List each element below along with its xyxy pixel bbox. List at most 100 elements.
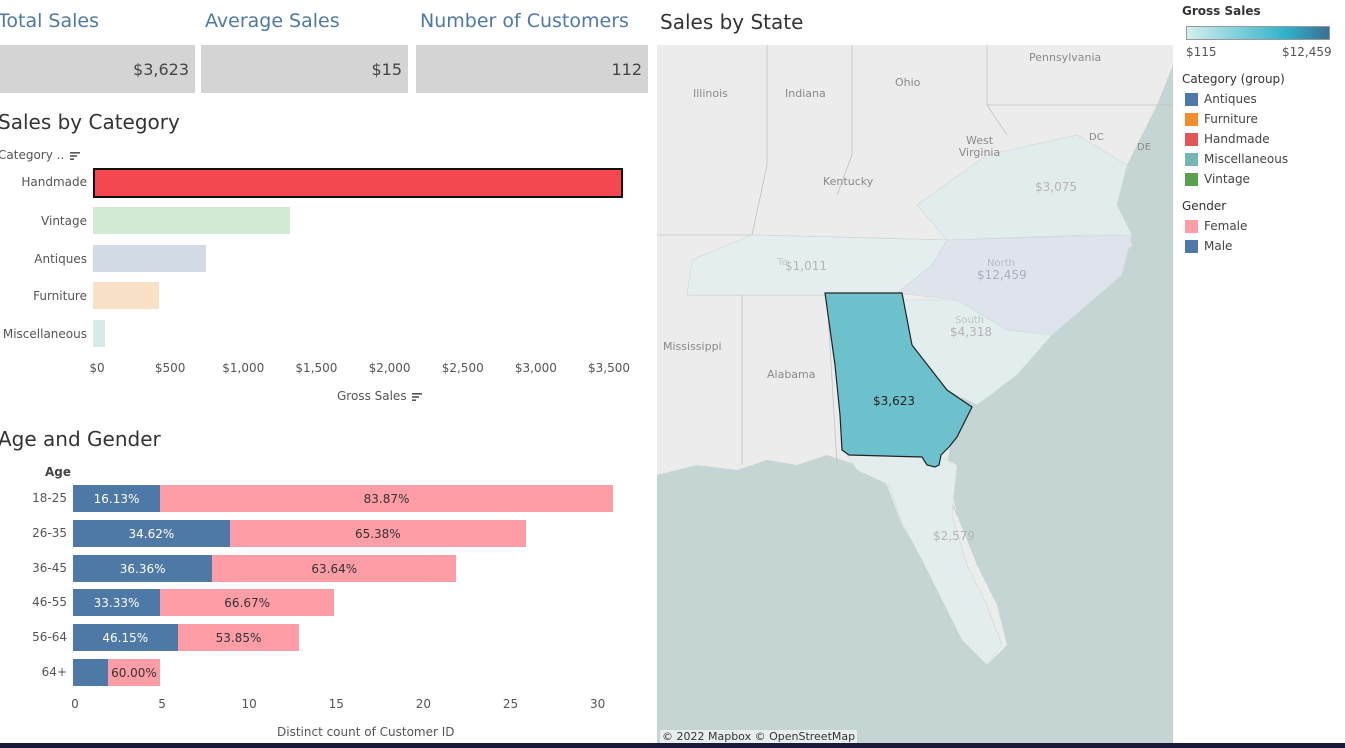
age-x-tick: 0 [71,697,79,711]
category-label: Vintage [41,214,87,228]
legend-category-label: Miscellaneous [1204,152,1289,166]
legend-category-label: Antiques [1204,92,1257,106]
category-bar[interactable] [93,282,159,309]
category-axis-header[interactable]: Category .. [0,148,81,162]
state-florida [846,454,1003,666]
age-x-axis-label: Distinct count of Customer ID [277,725,455,739]
kpi-total-sales[interactable]: $3,623 [0,45,195,93]
map-label-north: North [987,258,1015,269]
map-value-virginia[interactable]: $3,075 [1035,180,1077,194]
category-x-tick: $500 [154,361,186,375]
age-bar-male[interactable]: 46.15% [73,624,178,651]
map-view[interactable]: Pennsylvania Ohio Illinois Indiana West … [657,45,1173,743]
category-bar[interactable] [93,245,206,272]
legend-category-item[interactable]: Vintage [1185,172,1250,186]
map-label-illinois: Illinois [693,87,728,100]
category-x-axis-label[interactable]: Gross Sales [337,389,423,403]
map-label-alabama: Alabama [767,368,816,381]
legend-gender-title: Gender [1182,199,1227,213]
kpi-number-of-customers[interactable]: 112 [416,45,648,93]
age-label: 56-64 [32,630,67,644]
age-x-tick: 30 [589,697,606,711]
legend-category-label: Vintage [1204,172,1250,186]
kpi-title-total-sales: Total Sales [0,10,99,32]
category-axis-header-label: Category .. [0,148,65,162]
map-value-north-carolina[interactable]: $12,459 [977,268,1027,282]
map-label-south: South [955,315,985,326]
age-x-tick: 20 [415,697,432,711]
category-x-tick: $3,000 [514,361,557,375]
legend-gender-item[interactable]: Female [1185,219,1247,233]
age-bar-female[interactable]: 66.67% [160,589,335,616]
legend-swatch [1185,92,1198,106]
kpi-title-number-of-customers: Number of Customers [420,10,629,32]
legend-category-item[interactable]: Furniture [1185,112,1258,126]
gross-sales-color-ramp[interactable] [1186,26,1330,40]
category-x-tick: $1,000 [222,361,265,375]
legend-swatch [1185,172,1198,186]
category-bar[interactable] [93,320,105,347]
age-bar-male[interactable]: 33.33% [73,589,161,616]
legend-swatch [1185,152,1198,166]
gross-sales-max: $12,459 [1282,45,1332,59]
map-label-de: DE [1137,142,1152,153]
age-bar-female[interactable]: 83.87% [160,485,613,512]
map-canvas[interactable] [657,45,1173,743]
bottom-border [0,743,1345,748]
legend-gender-label: Male [1204,239,1233,253]
age-bar-female[interactable]: 65.38% [229,520,526,547]
legend-category-item[interactable]: Miscellaneous [1185,152,1288,166]
kpi-total-sales-value: $3,623 [133,60,189,79]
category-x-tick: $2,000 [368,361,411,375]
legend-gender-item[interactable]: Male [1185,239,1232,253]
age-bar-female[interactable]: 60.00% [107,659,161,686]
age-bar-male[interactable] [73,659,108,686]
map-attribution[interactable]: © 2022 Mapbox © OpenStreetMap [660,730,858,743]
age-label: 26-35 [32,526,67,540]
age-chart-title: Age and Gender [0,427,161,451]
age-bar-male[interactable]: 16.13% [73,485,161,512]
map-label-ohio: Ohio [895,76,921,89]
category-x-tick: $0 [89,361,105,375]
state-georgia [824,292,973,468]
legend-gross-sales-title: Gross Sales [1182,4,1261,18]
legend-category-label: Handmade [1204,132,1270,146]
legend-category-title: Category (group) [1182,72,1285,86]
age-label: 18-25 [32,491,67,505]
state-virginia [916,134,1133,241]
age-bar-female[interactable]: 53.85% [177,624,300,651]
age-bar-male[interactable]: 34.62% [73,520,230,547]
kpi-number-of-customers-value: 112 [611,60,642,79]
category-x-tick: $2,500 [441,361,484,375]
kpi-title-average-sales: Average Sales [205,10,340,32]
category-x-tick: $3,500 [588,361,630,375]
legend-category-item[interactable]: Antiques [1185,92,1257,106]
sort-icon[interactable] [412,392,423,401]
map-label-kentucky: Kentucky [823,175,874,188]
sort-icon[interactable] [70,151,81,160]
category-label: Antiques [34,252,87,266]
map-value-south-carolina[interactable]: $4,318 [950,325,992,339]
legend-swatch [1185,112,1198,126]
map-label-tennessee: Te [777,257,788,268]
map-label-indiana: Indiana [785,87,826,100]
age-label: 64+ [41,665,67,679]
category-label: Furniture [33,289,87,303]
category-bar[interactable] [93,207,291,234]
legend-swatch [1185,239,1198,253]
map-value-florida[interactable]: $2,579 [933,529,975,543]
age-x-tick: 15 [328,697,344,711]
legend-category-label: Furniture [1204,112,1258,126]
category-bar[interactable] [93,168,623,198]
map-label-mississippi: Mississippi [663,340,722,353]
legend-swatch [1185,132,1198,146]
map-value-georgia[interactable]: $3,623 [873,394,915,408]
category-label: Miscellaneous [2,327,87,341]
age-bar-male[interactable]: 36.36% [73,555,213,582]
map-value-tennessee[interactable]: $1,011 [785,259,827,273]
age-x-tick: 5 [158,697,166,711]
age-bar-female[interactable]: 63.64% [212,555,457,582]
legend-category-item[interactable]: Handmade [1185,132,1270,146]
kpi-average-sales[interactable]: $15 [201,45,408,93]
map-title: Sales by State [660,10,804,34]
